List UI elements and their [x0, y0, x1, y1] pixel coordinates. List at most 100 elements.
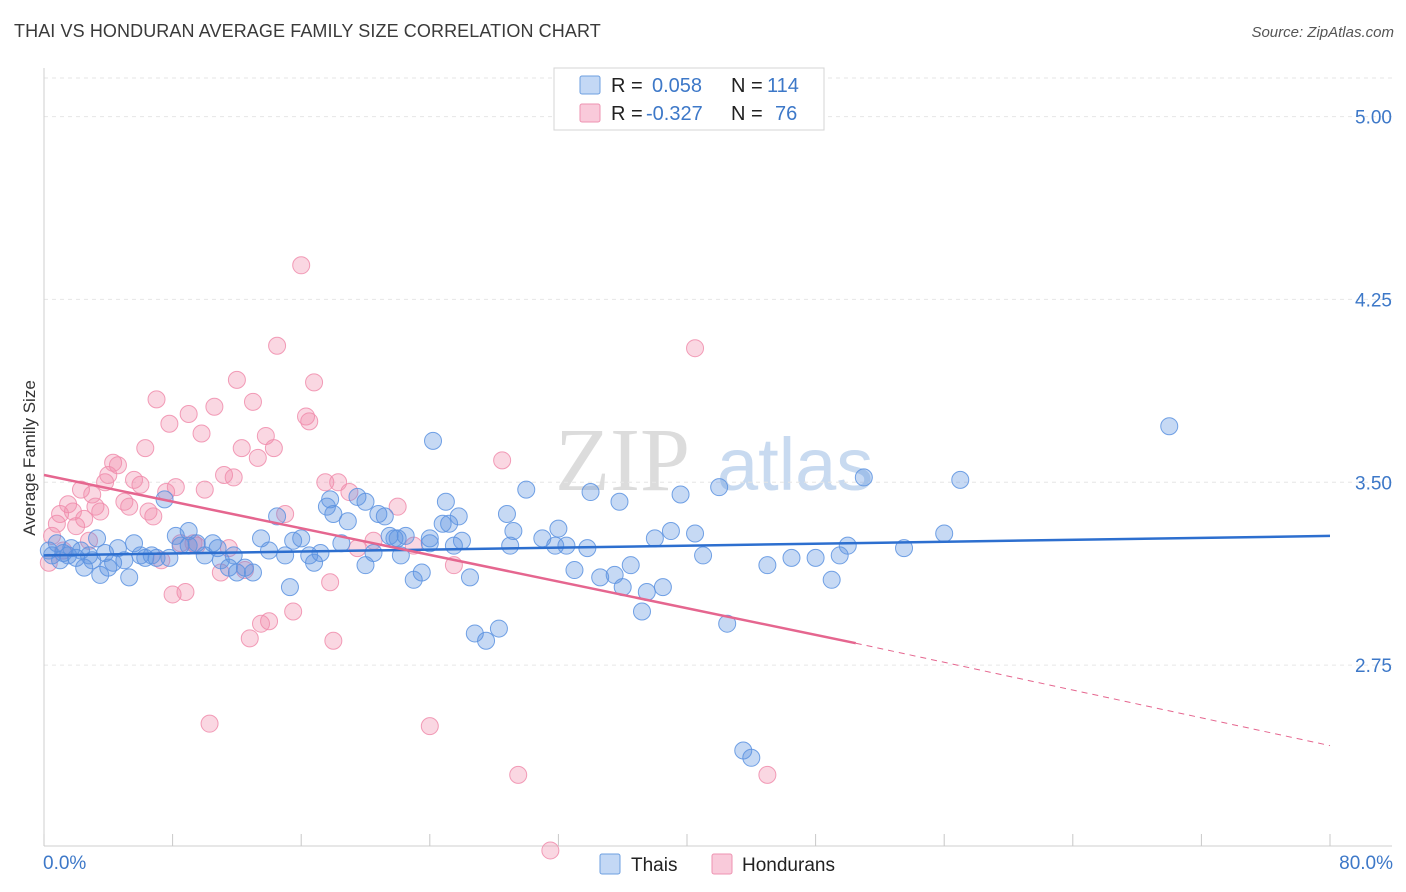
thai-point	[88, 529, 107, 548]
thai-point	[645, 529, 664, 548]
honduran-point	[47, 514, 66, 533]
honduran-point	[86, 497, 105, 516]
honduran-point	[243, 392, 262, 411]
honduran-point	[115, 492, 134, 511]
thai-point	[305, 553, 324, 572]
thai-point	[621, 556, 640, 575]
honduran-point	[63, 502, 82, 521]
thai-point	[364, 543, 383, 562]
thai-point	[581, 483, 600, 502]
honduran-point	[227, 370, 246, 389]
thai-point	[375, 507, 394, 526]
thai-point	[806, 548, 825, 567]
honduran-point	[260, 612, 279, 631]
honduran-point	[200, 714, 219, 733]
honduran-point	[104, 453, 123, 472]
honduran-point	[75, 509, 94, 528]
thai-point	[661, 522, 680, 541]
honduran-point	[305, 373, 324, 392]
y-tick-label: 5.00	[1355, 108, 1392, 129]
honduran-point	[300, 412, 319, 431]
thai-point	[686, 524, 705, 543]
honduran-point	[493, 451, 512, 470]
honduran-point	[321, 573, 340, 592]
honduran-point	[160, 414, 179, 433]
honduran-point	[147, 390, 166, 409]
x-tick-label-max: 80.0%	[1339, 853, 1393, 874]
thai-point	[549, 519, 568, 538]
thais-series-label: Thais	[631, 855, 677, 876]
thai-point	[1160, 417, 1179, 436]
thai-point	[610, 492, 629, 511]
honduran-point	[292, 256, 311, 275]
thai-point	[935, 524, 954, 543]
thai-point	[951, 470, 970, 489]
thai-point	[854, 468, 873, 487]
thai-point	[718, 614, 737, 633]
honduran-point	[205, 397, 224, 416]
thai-point	[224, 546, 243, 565]
thai-point	[292, 529, 311, 548]
thai-point	[517, 480, 536, 499]
thai-point	[440, 514, 459, 533]
thai-point	[557, 536, 576, 555]
thai-point	[710, 478, 729, 497]
hondurans-legend-swatch	[579, 103, 601, 123]
thai-point	[758, 556, 777, 575]
honduran-point	[232, 439, 251, 458]
thai-point	[565, 561, 584, 580]
x-axis-ticks	[43, 834, 1331, 846]
honduran-point	[509, 765, 528, 784]
trend-lines	[43, 473, 1331, 747]
hondurans-trend-extension	[855, 642, 1331, 747]
thai-point	[449, 507, 468, 526]
honduran-point	[91, 502, 110, 521]
honduran-point	[388, 497, 407, 516]
honduran-point	[758, 765, 777, 784]
thai-point	[396, 526, 415, 545]
thai-point	[694, 546, 713, 565]
thai-point	[142, 546, 161, 565]
thai-point	[436, 492, 455, 511]
hondurans-series-label: Hondurans	[742, 855, 835, 876]
thai-point	[260, 541, 279, 560]
honduran-point	[240, 629, 259, 648]
series-legend: Thais Hondurans	[599, 853, 835, 876]
honduran-point	[139, 502, 158, 521]
honduran-point	[686, 339, 705, 358]
thais-trend-line	[43, 534, 1331, 557]
chart-title: THAI VS HONDURAN AVERAGE FAMILY SIZE COR…	[14, 21, 601, 41]
honduran-point	[268, 336, 287, 355]
thai-point	[452, 531, 471, 550]
y-axis-label: Average Family Size	[20, 380, 39, 536]
thai-point	[460, 568, 479, 587]
honduran-point	[264, 439, 283, 458]
honduran-point	[297, 407, 316, 426]
thai-point	[653, 578, 672, 597]
thai-point	[280, 578, 299, 597]
thai-point	[489, 619, 508, 638]
honduran-point	[192, 424, 211, 443]
hondurans-series-swatch	[711, 853, 733, 875]
honduran-point	[166, 478, 185, 497]
thai-point	[822, 570, 841, 589]
thai-point	[356, 492, 375, 511]
honduran-point	[195, 480, 214, 499]
thai-point	[504, 522, 523, 541]
honduran-point	[179, 405, 198, 424]
thai-point	[838, 536, 857, 555]
thai-point	[632, 602, 651, 621]
thais-r-label: R =	[611, 75, 643, 97]
watermark-atlas: atlas	[717, 423, 873, 506]
thai-point	[433, 514, 452, 533]
thais-series-swatch	[599, 853, 621, 875]
thai-point	[338, 512, 357, 531]
thai-point	[497, 504, 516, 523]
x-tick-label-min: 0.0%	[43, 853, 86, 874]
thai-point	[120, 568, 139, 587]
honduran-point	[120, 497, 139, 516]
thai-point	[321, 490, 340, 509]
hondurans-trend-line	[43, 473, 857, 645]
thais-r-value: 0.058	[652, 75, 702, 97]
y-tick-label: 3.50	[1355, 473, 1392, 494]
